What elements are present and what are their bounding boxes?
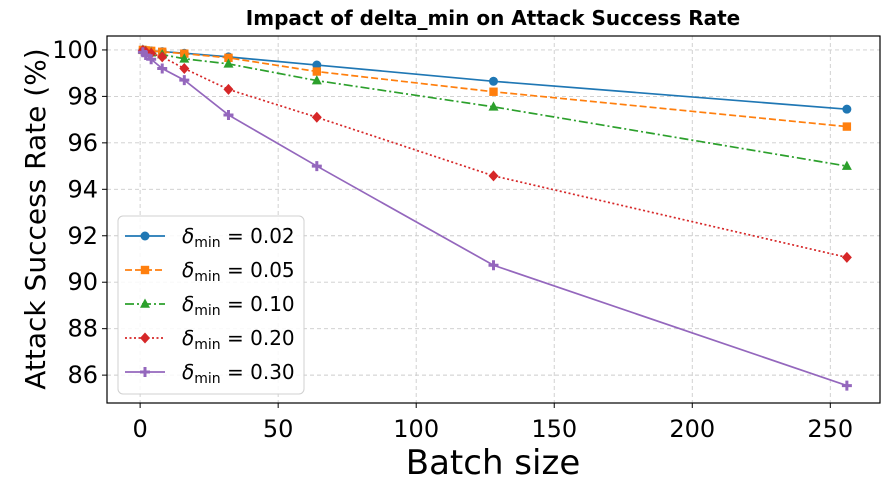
legend-marker <box>140 332 150 344</box>
legend-item: δmin = 0.10 <box>125 292 295 319</box>
data-point <box>488 170 499 182</box>
legend-item: δmin = 0.02 <box>125 224 295 251</box>
legend-label: δmin = 0.20 <box>182 326 295 353</box>
legend-item: δmin = 0.20 <box>125 326 295 353</box>
data-point <box>841 160 852 170</box>
data-point <box>140 50 151 61</box>
y-tick-label: 94 <box>67 175 98 203</box>
legend-marker <box>140 367 150 377</box>
data-point <box>146 54 157 65</box>
legend-label: δmin = 0.10 <box>182 292 295 319</box>
data-point <box>311 75 322 85</box>
x-axis-label: Batch size <box>406 443 580 483</box>
data-point <box>179 75 190 86</box>
series-0 <box>138 45 852 114</box>
legend-label: δmin = 0.02 <box>182 224 295 251</box>
y-tick-label: 86 <box>67 361 98 389</box>
data-point <box>179 63 190 75</box>
legend-label: δmin = 0.30 <box>182 360 295 387</box>
legend-box <box>117 215 305 395</box>
series-4 <box>137 47 852 391</box>
data-point <box>489 87 498 96</box>
y-tick-label: 98 <box>67 82 98 110</box>
data-point <box>841 251 852 263</box>
legend-item: δmin = 0.30 <box>125 360 295 387</box>
legend-marker <box>140 298 150 308</box>
series-layer <box>137 44 852 391</box>
data-point <box>223 109 234 120</box>
x-tick-label: 50 <box>263 415 294 443</box>
data-point <box>223 83 234 95</box>
y-tick-label: 90 <box>67 268 98 296</box>
data-point <box>841 380 852 391</box>
data-point <box>224 53 233 63</box>
series-2 <box>137 44 852 170</box>
data-point <box>311 161 322 172</box>
plot-frame <box>106 35 881 404</box>
data-point <box>312 67 322 76</box>
legend: δmin = 0.02 δmin = 0.05 δmin = 0.10 δmin = … <box>117 215 305 395</box>
data-point <box>488 101 499 111</box>
chart-title: Impact of delta_min on Attack Success Ra… <box>246 6 740 30</box>
y-tick-label: 88 <box>67 315 98 343</box>
legend-item: δmin = 0.05 <box>125 258 295 285</box>
data-point <box>488 260 499 271</box>
legend-marker <box>140 265 150 275</box>
legend-label: δmin = 0.05 <box>182 258 295 285</box>
legend-marker <box>140 231 150 241</box>
data-point <box>312 60 322 70</box>
data-point <box>489 76 498 86</box>
data-point <box>842 104 852 114</box>
x-tick-label: 100 <box>393 415 439 443</box>
y-axis-label: Attack Success Rate (%) <box>19 48 52 389</box>
data-point <box>179 53 190 63</box>
x-axis: 0 50 100 150 200 250 <box>132 403 853 443</box>
data-point <box>157 63 168 74</box>
x-tick-label: 150 <box>531 415 577 443</box>
data-point <box>311 111 322 123</box>
y-tick-label: 92 <box>67 222 98 250</box>
y-tick-label: 100 <box>52 36 98 64</box>
x-tick-label: 200 <box>669 415 715 443</box>
x-tick-label: 250 <box>807 415 853 443</box>
y-tick-label: 96 <box>67 129 98 157</box>
x-tick-label: 0 <box>132 415 147 443</box>
data-point <box>223 58 234 68</box>
data-point <box>842 122 852 131</box>
y-axis: 86 88 90 92 94 96 98 100 <box>52 36 107 389</box>
data-point <box>157 51 168 63</box>
